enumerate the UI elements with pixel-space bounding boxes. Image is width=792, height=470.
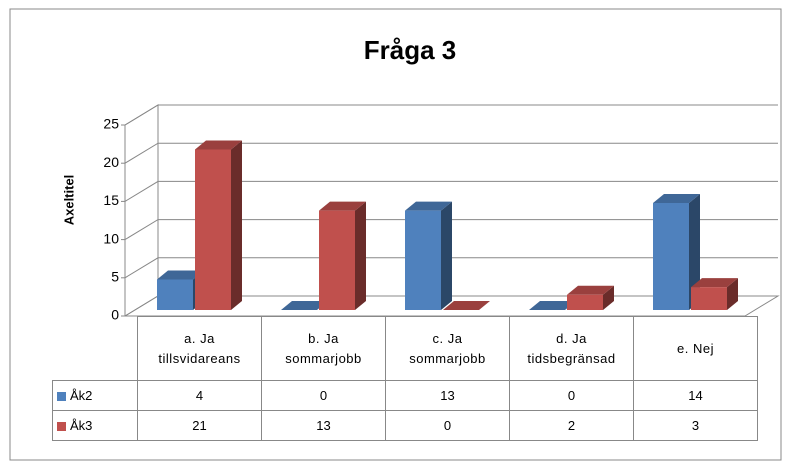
value-cell: 0 bbox=[261, 380, 386, 411]
category-cell: e. Nej bbox=[633, 316, 758, 381]
bar bbox=[195, 140, 242, 310]
y-axis-label: Axeltitel bbox=[61, 175, 76, 226]
bar bbox=[281, 301, 328, 310]
bar bbox=[567, 285, 614, 310]
table-row: Åk3 21 13 0 2 3 bbox=[52, 410, 758, 441]
y-tick-label: 15 bbox=[103, 192, 119, 208]
table-cell bbox=[53, 317, 138, 381]
legend-cell: Åk3 bbox=[52, 410, 138, 441]
legend-label: Åk2 bbox=[70, 388, 93, 403]
bar bbox=[319, 201, 366, 310]
grid-line bbox=[124, 180, 778, 202]
grid-line bbox=[124, 219, 778, 241]
value-cell: 13 bbox=[385, 380, 510, 411]
grid-line bbox=[124, 142, 778, 164]
bar-face bbox=[195, 140, 242, 150]
value-cell: 4 bbox=[137, 380, 262, 411]
table-row: a. Ja tillsvidareans b. Ja sommarjobb c. J… bbox=[53, 316, 758, 381]
category-cell: d. Ja tidsbegränsad bbox=[509, 316, 634, 381]
bar-face bbox=[231, 140, 242, 310]
value-cell: 3 bbox=[633, 410, 758, 441]
grid-line bbox=[124, 257, 778, 279]
y-tick-label: 0 bbox=[111, 307, 119, 323]
category-label: e. Nej bbox=[677, 340, 714, 356]
bar-face bbox=[157, 279, 193, 310]
bar-face bbox=[355, 201, 366, 310]
category-label: c. Ja sommarjobb bbox=[409, 330, 486, 366]
category-cell: a. Ja tillsvidareans bbox=[137, 316, 262, 381]
bar bbox=[691, 278, 738, 310]
legend-cell: Åk2 bbox=[52, 380, 138, 411]
data-table: a. Ja tillsvidareans b. Ja sommarjobb c. J… bbox=[52, 316, 758, 441]
bar-face bbox=[443, 301, 490, 310]
value-cell: 0 bbox=[385, 410, 510, 441]
bar-face bbox=[567, 294, 603, 310]
bar-face bbox=[405, 201, 452, 211]
value-cell: 21 bbox=[137, 410, 262, 441]
value-cell: 13 bbox=[261, 410, 386, 441]
grid-line bbox=[124, 104, 778, 126]
legend-swatch bbox=[57, 392, 66, 401]
bar-face bbox=[653, 194, 700, 204]
bar-face bbox=[319, 210, 355, 310]
bar-face bbox=[653, 203, 689, 310]
bar-face bbox=[195, 149, 231, 310]
y-tick-label: 25 bbox=[103, 116, 119, 132]
bar-face bbox=[405, 210, 441, 310]
bar bbox=[405, 201, 452, 310]
bar-face bbox=[691, 287, 727, 310]
bar-face bbox=[727, 278, 738, 310]
y-tick-label: 10 bbox=[103, 230, 119, 246]
category-cell: b. Ja sommarjobb bbox=[261, 316, 386, 381]
bar-face bbox=[689, 194, 700, 310]
bar-face bbox=[567, 285, 614, 295]
chart-title: Fråga 3 bbox=[364, 35, 457, 65]
value-cell: 0 bbox=[509, 380, 634, 411]
category-label: d. Ja tidsbegränsad bbox=[527, 330, 616, 366]
bar-face bbox=[603, 285, 614, 310]
bar bbox=[529, 301, 576, 310]
category-cell: c. Ja sommarjobb bbox=[385, 316, 510, 381]
table-row: Åk2 4 0 13 0 14 bbox=[52, 380, 758, 411]
legend-label: Åk3 bbox=[70, 418, 93, 433]
bar-face bbox=[157, 270, 204, 280]
legend-swatch bbox=[57, 422, 66, 431]
y-tick-label: 5 bbox=[111, 269, 119, 285]
bar bbox=[443, 301, 490, 310]
bar-face bbox=[691, 278, 738, 288]
bar-face bbox=[529, 301, 576, 310]
bar-face bbox=[281, 301, 328, 310]
bar-face bbox=[441, 201, 452, 310]
value-cell: 14 bbox=[633, 380, 758, 411]
bar bbox=[653, 194, 700, 310]
value-cell: 2 bbox=[509, 410, 634, 441]
bar-face bbox=[319, 201, 366, 211]
category-label: b. Ja sommarjobb bbox=[285, 330, 362, 366]
category-label: a. Ja tillsvidareans bbox=[158, 330, 241, 366]
y-tick-label: 20 bbox=[103, 154, 119, 170]
